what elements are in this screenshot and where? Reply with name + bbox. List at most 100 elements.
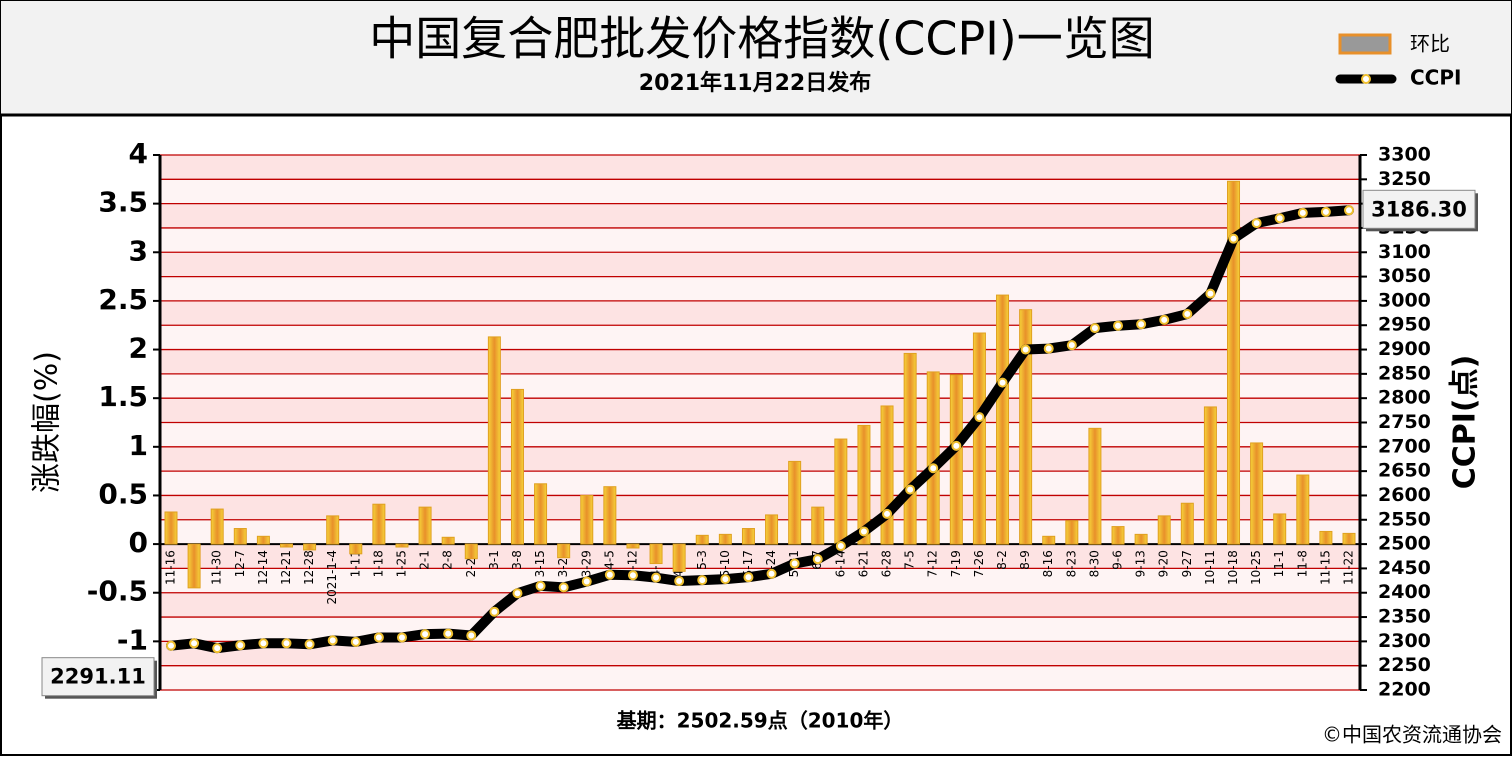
y2-axis-label: CCPI(点) [1448, 355, 1483, 490]
bar [510, 388, 524, 545]
y-tick-label: 3 [129, 234, 148, 267]
point [350, 636, 361, 647]
y-tick-label: 0 [129, 526, 148, 559]
point [281, 638, 292, 649]
point [327, 635, 338, 646]
y-tick-label: 3.5 [98, 186, 148, 219]
bar [1111, 526, 1125, 545]
bar [811, 506, 825, 545]
point [535, 580, 546, 591]
legend-label: CCPI [1410, 66, 1461, 90]
bar [557, 543, 571, 559]
point [304, 639, 315, 650]
value-label-box [1362, 189, 1476, 229]
y-tick-label: -0.5 [87, 575, 148, 608]
bar [1019, 309, 1033, 545]
x-tick-label: 12-21 [279, 550, 293, 585]
point [951, 440, 962, 451]
bar [372, 503, 386, 545]
x-tick-label: 8-9 [1018, 550, 1032, 570]
band [160, 422, 1360, 447]
point [1066, 340, 1077, 351]
copyright: ©中国农资流通协会 [1322, 723, 1502, 747]
x-tick-label: 3-1 [487, 550, 501, 570]
bar [1203, 406, 1217, 545]
point [558, 582, 569, 593]
x-tick-label: 3-15 [533, 550, 547, 577]
x-tick-label: 6-21 [856, 550, 870, 577]
bar [534, 483, 548, 545]
point [1020, 344, 1031, 355]
y2-tick-label: 2300 [1378, 630, 1431, 652]
bar [210, 508, 224, 545]
y-tick-label: 4 [129, 137, 148, 170]
legend-marker [1361, 74, 1371, 84]
point [1205, 288, 1216, 299]
y-tick-label: 2.5 [98, 283, 148, 316]
x-tick-label: 5-10 [718, 550, 732, 577]
bar [718, 533, 732, 545]
x-tick-label: 12-14 [256, 550, 270, 585]
bar [903, 352, 917, 545]
band [160, 519, 1360, 545]
bar [741, 528, 755, 545]
x-tick-label: 3-8 [510, 550, 524, 570]
bar [464, 543, 478, 560]
band [160, 179, 1360, 204]
x-tick-label: 7-5 [903, 550, 917, 570]
point [720, 574, 731, 585]
x-tick-label: 4-5 [602, 550, 616, 570]
bar [834, 438, 848, 545]
x-tick-label: 6-28 [880, 550, 894, 577]
y2-tick-label: 2650 [1378, 460, 1431, 482]
x-tick-label: 11-22 [1342, 550, 1356, 585]
bar [1250, 442, 1264, 545]
band [160, 471, 1360, 496]
bar [788, 460, 802, 545]
value-label-box [41, 657, 155, 697]
bar [256, 535, 270, 545]
y2-tick-label: 3300 [1378, 144, 1431, 166]
value-label: 3186.30 [1371, 197, 1467, 221]
x-tick-label: 7-26 [972, 550, 986, 577]
point [1320, 206, 1331, 217]
bar [1227, 180, 1241, 545]
point [905, 484, 916, 495]
y-axis-label: 涨跌幅(%) [30, 351, 65, 493]
point [1297, 207, 1308, 218]
point [928, 463, 939, 474]
band [160, 227, 1360, 253]
y2-tick-label: 2450 [1378, 557, 1431, 579]
point [166, 640, 176, 651]
bar [418, 506, 432, 545]
point [812, 554, 823, 565]
point [1089, 323, 1100, 334]
x-tick-label: 6-14 [833, 550, 847, 577]
line [166, 205, 1354, 654]
bar [996, 294, 1010, 545]
point [651, 572, 662, 583]
y2-tick-label: 2850 [1378, 362, 1431, 384]
point [1251, 218, 1262, 229]
bar [857, 424, 871, 545]
bar [580, 494, 594, 545]
x-tick-label: 8-30 [1087, 550, 1101, 577]
y2-tick-label: 2400 [1378, 581, 1431, 603]
x-tick-label: 8-2 [995, 550, 1009, 570]
y2-tick-label: 2700 [1378, 435, 1431, 457]
x-tick-label: 10-18 [1226, 550, 1240, 585]
x-tick-label: 3-29 [579, 550, 593, 577]
x-tick-label: 1-25 [394, 550, 408, 577]
y2-tick-label: 2500 [1378, 533, 1431, 555]
y-tick-label: 0.5 [98, 477, 148, 510]
x-tick-label: 7-12 [926, 550, 940, 577]
x-tick-label: 11-1 [1272, 550, 1286, 577]
bar [649, 543, 663, 565]
x-tick-label: 11-15 [1318, 550, 1332, 585]
legend-swatch-bar [1338, 33, 1392, 55]
point [1043, 343, 1054, 354]
y2-tick-label: 2750 [1378, 411, 1431, 433]
point [489, 606, 500, 617]
bar [349, 543, 363, 555]
